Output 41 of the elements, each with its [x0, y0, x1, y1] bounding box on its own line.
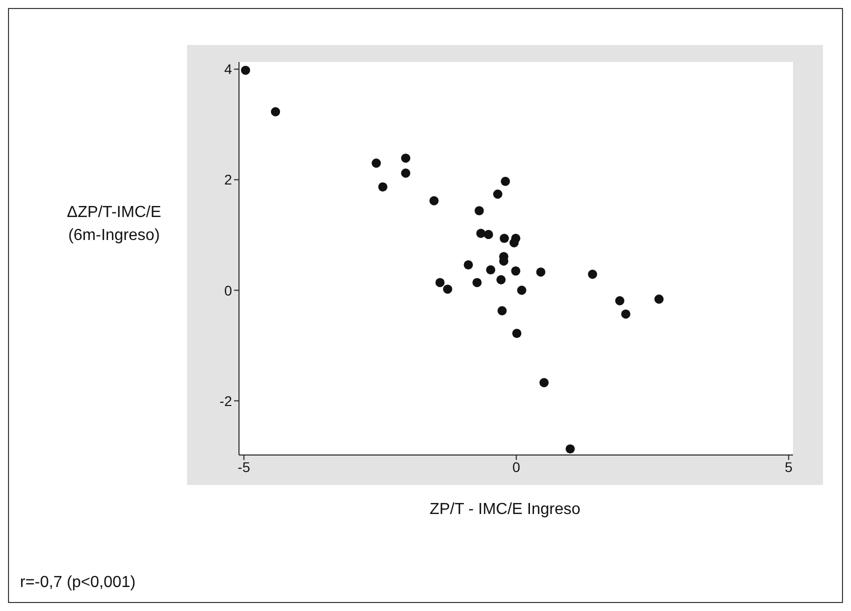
y-tick-label: -2: [220, 392, 232, 409]
point: [496, 275, 506, 284]
point: [498, 306, 507, 316]
point: [401, 154, 410, 163]
point: [512, 328, 522, 338]
point: [621, 309, 630, 319]
point: [517, 286, 526, 295]
point: [464, 260, 473, 270]
x-axis-title: ZP/T - IMC/E Ingreso: [430, 501, 580, 518]
point: [615, 296, 624, 306]
point: [654, 294, 664, 304]
point: [486, 265, 496, 274]
point: [443, 284, 452, 294]
point: [372, 158, 381, 168]
point: [500, 176, 510, 186]
point: [435, 278, 445, 288]
point: [474, 206, 484, 216]
x-tick-label: 0: [512, 458, 520, 475]
point: [493, 190, 502, 199]
point: [539, 378, 549, 388]
text: r=-0,7 (p<0,001): [20, 574, 136, 591]
point: [476, 228, 486, 238]
point: [536, 267, 546, 277]
point: [484, 230, 494, 240]
point: [472, 278, 482, 288]
x-tick-label: -5: [238, 458, 250, 475]
point: [429, 196, 439, 206]
point: [500, 234, 509, 243]
point: [401, 168, 410, 178]
point: [240, 66, 250, 75]
point: [511, 266, 520, 276]
point: [270, 107, 280, 116]
y-axis-title: ΔZP/T-IMC/E (6m-Ingreso): [66, 204, 162, 244]
point: [509, 238, 519, 248]
point: [566, 444, 575, 454]
point: [588, 270, 598, 279]
y-tick-label: 0: [224, 282, 232, 298]
y-tick-label: 4: [224, 61, 232, 78]
x-tick-label: 5: [784, 458, 793, 475]
y-tick-label: 2: [224, 172, 232, 188]
point: [378, 182, 388, 192]
